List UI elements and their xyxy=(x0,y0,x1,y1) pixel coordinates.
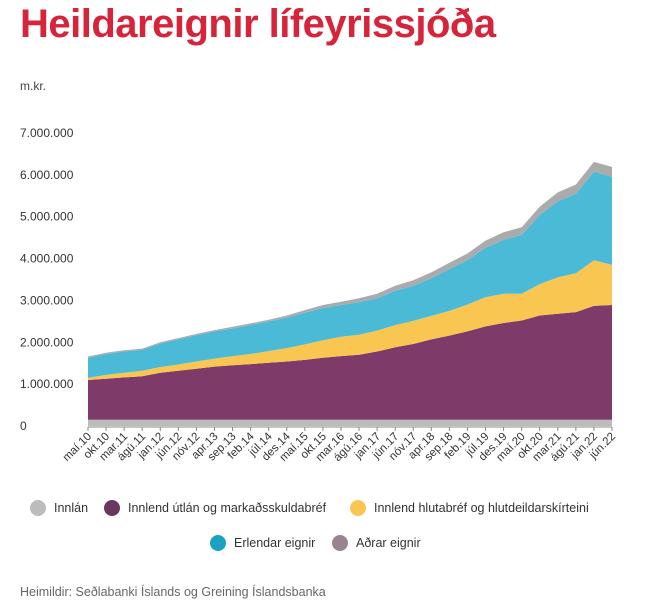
y-tick-label: 3.000.000 xyxy=(20,293,74,307)
legend-swatch-adrar xyxy=(332,535,348,551)
legend-label-adrar: Aðrar eignir xyxy=(356,536,421,550)
y-tick-label: 4.000.000 xyxy=(20,252,74,266)
unit-label: m.kr. xyxy=(20,79,46,93)
legend-item-erlendar: Erlendar eignir xyxy=(210,535,315,551)
y-tick-label: 0 xyxy=(20,419,27,433)
source-note: Heimildir: Seðlabanki Íslands og Greinin… xyxy=(20,585,326,599)
y-tick-label: 5.000.000 xyxy=(20,210,74,224)
chart-areas xyxy=(88,161,612,426)
x-axis: maí.10okt.10mar.11ágú.11jan.12jún.12nóv.… xyxy=(61,426,618,464)
area-series-3 xyxy=(88,171,612,378)
area-series-1 xyxy=(88,305,612,420)
legend-swatch-innlend-hlutabref xyxy=(350,500,366,516)
legend-item-innlan: Innlán xyxy=(30,500,88,516)
y-tick-label: 2.000.000 xyxy=(20,335,74,349)
legend-label-erlendar: Erlendar eignir xyxy=(234,536,316,550)
legend-swatch-erlendar xyxy=(210,535,226,551)
legend-swatch-innlend-utlan xyxy=(104,500,120,516)
legend-item-innlend-utlan: Innlend útlán og markaðsskuldabréf xyxy=(104,500,326,516)
y-tick-label: 7.000.000 xyxy=(20,126,74,140)
legend-item-innlend-hlutabref: Innlend hlutabréf og hlutdeildarskírtein… xyxy=(350,500,589,516)
y-tick-label: 6.000.000 xyxy=(20,168,74,182)
legend-swatch-innlan xyxy=(30,500,46,516)
y-tick-label: 1.000.000 xyxy=(20,377,74,391)
area-series-0 xyxy=(88,419,612,426)
legend-label-innlend-hlutabref: Innlend hlutabréf og hlutdeildarskírtein… xyxy=(374,501,589,515)
chart-title: Heildareignir lífeyrissjóða xyxy=(20,2,496,46)
area-series-2 xyxy=(88,260,612,380)
legend-label-innlan: Innlán xyxy=(54,501,89,515)
legend-item-adrar: Aðrar eignir xyxy=(332,535,421,551)
legend-label-innlend-utlan: Innlend útlán og markaðsskuldabréf xyxy=(128,501,327,515)
y-axis: 0 1.000.000 2.000.000 3.000.000 4.000.000 5.0… xyxy=(20,126,74,433)
